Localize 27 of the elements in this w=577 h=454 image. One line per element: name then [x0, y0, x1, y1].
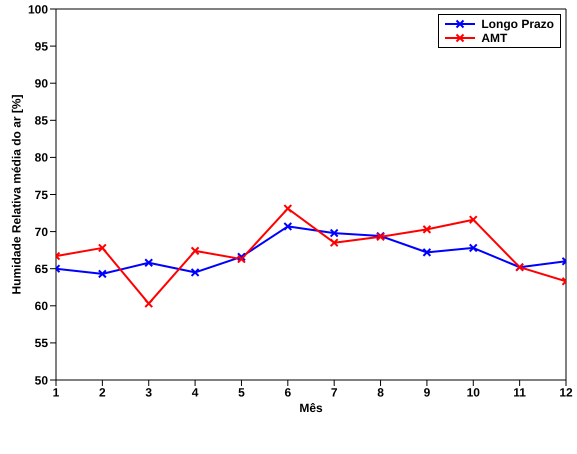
y-axis-title: Humidade Relativa média do ar [%] [9, 94, 24, 294]
legend-label: AMT [481, 31, 508, 45]
x-tick-label: 12 [559, 386, 573, 400]
y-tick-label: 90 [34, 76, 48, 90]
x-tick-label: 8 [377, 386, 384, 400]
x-tick-label: 9 [424, 386, 431, 400]
y-tick-label: 50 [34, 373, 48, 388]
x-tick-label: 6 [284, 386, 292, 400]
legend-label: Longo Prazo [481, 17, 554, 31]
y-tick-label: 80 [34, 150, 48, 165]
x-tick-label: 2 [99, 386, 106, 400]
y-tick-label: 85 [34, 114, 48, 128]
y-tick-label: 95 [34, 39, 48, 54]
y-tick-label: 65 [34, 262, 48, 276]
x-tick-label: 5 [238, 386, 246, 400]
y-tick-label: 70 [34, 224, 48, 239]
x-axis-title: Mês [299, 401, 323, 415]
x-tick-label: 11 [513, 386, 526, 400]
y-tick-label: 75 [34, 188, 48, 202]
x-tick-label: 3 [145, 386, 152, 400]
x-tick-label: 1 [52, 386, 60, 400]
y-tick-label: 60 [34, 299, 48, 314]
x-tick-label: 4 [192, 386, 199, 400]
x-tick-label: 10 [466, 386, 480, 400]
x-tick-label: 7 [330, 386, 338, 400]
y-tick-label: 100 [28, 2, 48, 16]
y-tick-label: 55 [34, 336, 48, 350]
